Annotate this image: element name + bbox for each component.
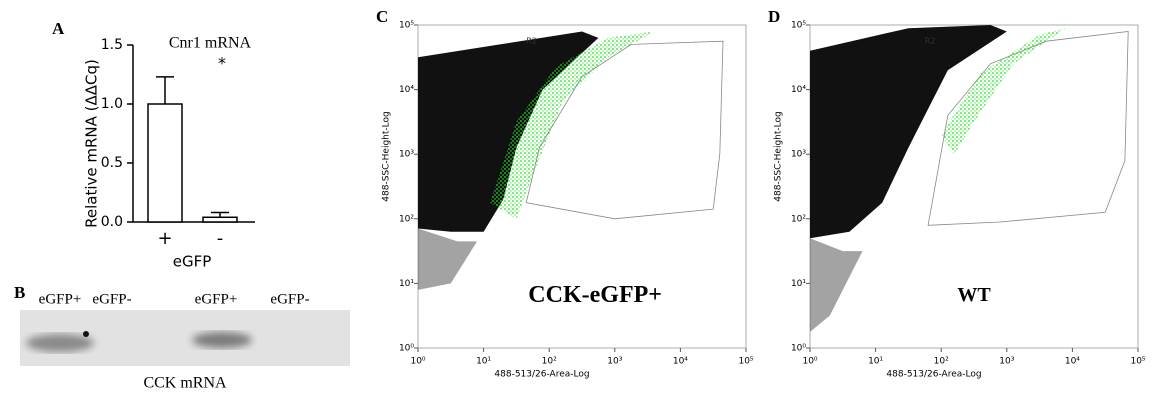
gel-caption: CCK mRNA [143, 375, 227, 392]
x-tick-label: 10⁵ [1130, 357, 1145, 367]
y-axis-label: Relative mRNA (ΔΔCq) [83, 59, 101, 228]
x-tick-label: 10² [542, 357, 557, 367]
x-axis-label: 488-513/26-Area-Log [494, 370, 589, 380]
gate-label: R2 [925, 37, 936, 46]
x-axis-label: eGFP [173, 253, 212, 271]
y-tick-label: 10¹ [399, 279, 414, 289]
gel-spot [83, 331, 89, 337]
panel-letter: D [768, 7, 780, 26]
bar [148, 104, 182, 222]
x-tick-label: 10² [934, 357, 949, 367]
x-tick-label: 10¹ [476, 357, 491, 367]
x-tick-label: 10¹ [868, 357, 883, 367]
panel-letter: C [376, 7, 388, 26]
chart-title: Cnr1 mRNA [169, 35, 252, 52]
x-tick-label: - [217, 228, 224, 249]
x-tick-label: 10⁵ [738, 357, 753, 367]
x-tick-label: 10⁰ [410, 357, 425, 367]
x-tick-label: 10⁴ [673, 357, 688, 367]
lane-label: eGFP+ [39, 291, 82, 307]
y-tick-label: 1.5 [101, 37, 123, 53]
x-axis-label: 488-513/26-Area-Log [886, 370, 981, 380]
y-tick-label: 10⁵ [399, 21, 414, 31]
panel-letter: B [14, 283, 25, 302]
significance: * [218, 54, 226, 73]
figure: B CCK mRNA eGFP+eGFP-eGFP+eGFP-ACnr1 mRN… [0, 0, 1153, 396]
y-tick-label: 0.0 [101, 214, 123, 230]
event-cloud [810, 25, 1007, 238]
panel-letter: A [52, 19, 65, 38]
y-tick-label: 10¹ [791, 279, 806, 289]
gel-band [192, 332, 252, 348]
y-tick-label: 10⁰ [399, 344, 414, 354]
x-tick-label: 10⁰ [802, 357, 817, 367]
gate-label: R2 [526, 37, 537, 46]
y-tick-label: 10³ [791, 150, 806, 160]
x-tick-label: 10³ [607, 357, 622, 367]
gel-band [26, 334, 94, 352]
x-tick-label: 10⁴ [1065, 357, 1080, 367]
event-cloud-sparse [810, 238, 863, 332]
y-tick-label: 10² [791, 214, 806, 224]
bar [203, 217, 237, 222]
x-tick-label: 10³ [999, 357, 1014, 367]
y-axis-label: 488-SSC-Height-Log [382, 111, 392, 201]
y-tick-label: 10⁴ [791, 85, 806, 95]
lane-label: eGFP+ [195, 291, 238, 307]
y-tick-label: 10⁴ [399, 85, 414, 95]
y-tick-label: 10² [399, 214, 414, 224]
y-tick-label: 10⁰ [791, 344, 806, 354]
x-tick-label: + [157, 228, 172, 249]
y-tick-label: 1.0 [101, 96, 123, 112]
y-tick-label: 0.5 [101, 155, 123, 171]
y-axis-label: 488-SSC-Height-Log [774, 111, 784, 201]
y-tick-label: 10⁵ [791, 21, 806, 31]
lane-label: eGFP- [270, 291, 309, 307]
event-cloud-sparse [418, 229, 477, 290]
sample-label: CCK-eGFP+ [528, 282, 662, 308]
y-tick-label: 10³ [399, 150, 414, 160]
sample-label: WT [957, 284, 991, 306]
lane-label: eGFP- [92, 291, 131, 307]
